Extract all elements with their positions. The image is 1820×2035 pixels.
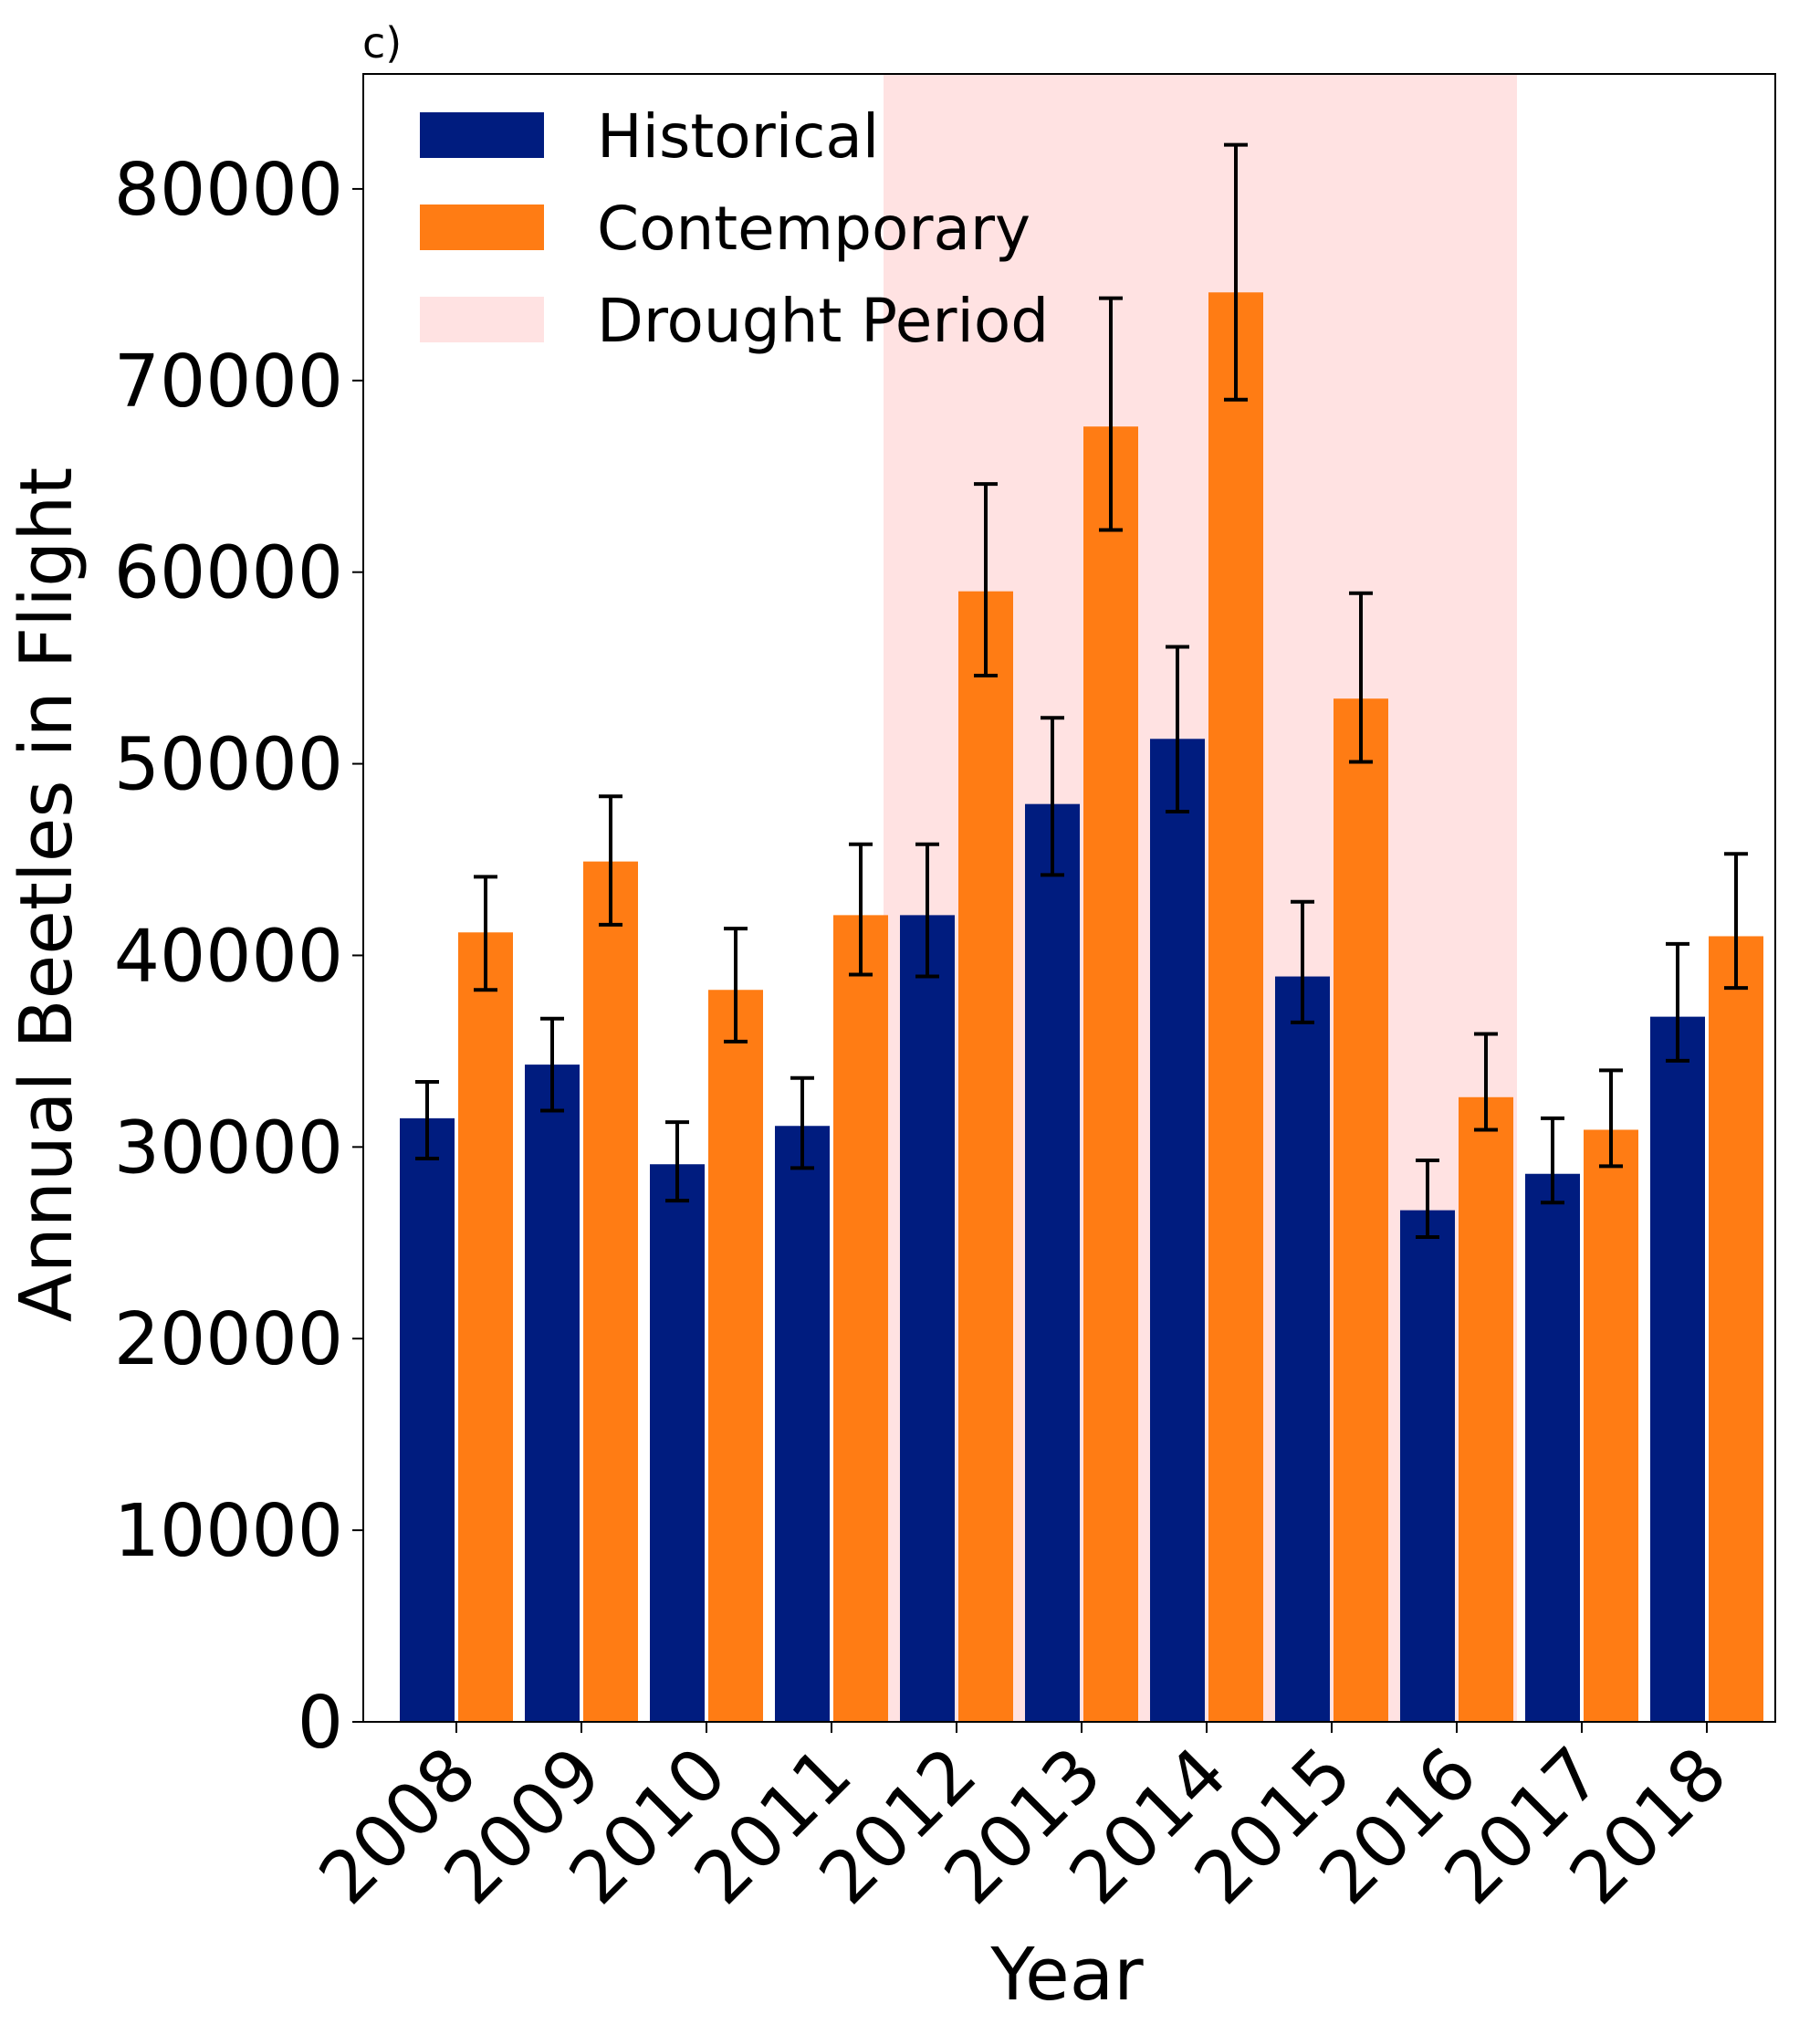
error-bar-contemporary-2018	[1724, 852, 1748, 991]
bar-contemporary-2014	[1208, 292, 1263, 1722]
panel-label: c)	[362, 18, 402, 68]
bar-contemporary-2017	[1584, 1129, 1638, 1722]
bar-contemporary-2009	[583, 861, 638, 1722]
y-tick-label: 80000	[114, 148, 343, 232]
error-bar-historical-2018	[1666, 941, 1689, 1063]
error-bar-contemporary-2017	[1599, 1068, 1623, 1169]
error-bar-historical-2012	[915, 842, 939, 979]
error-bar-historical-2015	[1291, 899, 1314, 1024]
bar-contemporary-2010	[708, 990, 763, 1722]
legend-item-drought-period: Drought Period	[420, 286, 1049, 356]
y-tick-label: 40000	[114, 914, 343, 998]
error-bar-contemporary-2012	[974, 482, 998, 678]
bar-historical-2016	[1400, 1210, 1455, 1722]
legend-label: Contemporary	[597, 194, 1030, 264]
legend-swatch	[420, 297, 544, 342]
error-bar-contemporary-2014	[1224, 142, 1248, 402]
bar-contemporary-2015	[1334, 698, 1388, 1722]
y-tick-label: 30000	[114, 1106, 343, 1190]
y-tick-label: 20000	[114, 1297, 343, 1381]
error-bar-contemporary-2008	[474, 875, 497, 992]
error-bar-contemporary-2009	[599, 794, 622, 927]
bar-historical-2012	[900, 915, 955, 1722]
error-bar-contemporary-2016	[1474, 1032, 1498, 1132]
legend-item-historical: Historical	[420, 101, 879, 172]
y-tick-label: 10000	[114, 1489, 343, 1573]
legend-label: Drought Period	[597, 286, 1049, 356]
error-bar-historical-2016	[1416, 1159, 1439, 1239]
error-bar-contemporary-2015	[1349, 591, 1373, 764]
bar-historical-2015	[1275, 976, 1330, 1722]
y-axis-title: Annual Beetles in Flight	[5, 467, 89, 1323]
bar-historical-2008	[400, 1117, 455, 1722]
y-tick-label: 0	[298, 1681, 343, 1765]
error-bar-historical-2013	[1041, 716, 1064, 877]
legend-item-contemporary: Contemporary	[420, 194, 1030, 264]
bar-historical-2017	[1525, 1173, 1580, 1722]
error-bar-historical-2017	[1541, 1116, 1564, 1205]
y-tick-label: 70000	[114, 340, 343, 424]
bar-historical-2011	[775, 1126, 830, 1722]
y-tick-label: 50000	[114, 723, 343, 807]
error-bar-historical-2009	[540, 1016, 564, 1113]
bar-historical-2009	[525, 1065, 580, 1722]
error-bar-contemporary-2011	[849, 842, 873, 977]
error-bar-historical-2014	[1166, 645, 1189, 814]
bar-contemporary-2013	[1083, 426, 1138, 1722]
bar-contemporary-2016	[1459, 1096, 1513, 1722]
legend-label: Historical	[597, 101, 879, 172]
bar-contemporary-2012	[958, 591, 1013, 1722]
legend-swatch	[420, 205, 544, 250]
bar-historical-2010	[650, 1164, 705, 1722]
bar-contemporary-2008	[458, 932, 513, 1722]
plot-frame	[362, 73, 1776, 1723]
bar-historical-2018	[1650, 1016, 1705, 1722]
bar-contemporary-2018	[1709, 936, 1763, 1722]
error-bar-historical-2010	[665, 1120, 689, 1203]
x-axis-title: Year	[989, 1933, 1144, 2017]
error-bar-historical-2011	[790, 1075, 814, 1170]
bar-historical-2013	[1025, 803, 1080, 1722]
legend-swatch	[420, 112, 544, 158]
bar-contemporary-2011	[833, 915, 888, 1722]
bar-historical-2014	[1150, 739, 1205, 1722]
error-bar-contemporary-2010	[724, 927, 748, 1044]
error-bar-historical-2008	[415, 1079, 439, 1160]
error-bar-contemporary-2013	[1099, 296, 1123, 532]
y-tick-label: 60000	[114, 531, 343, 615]
